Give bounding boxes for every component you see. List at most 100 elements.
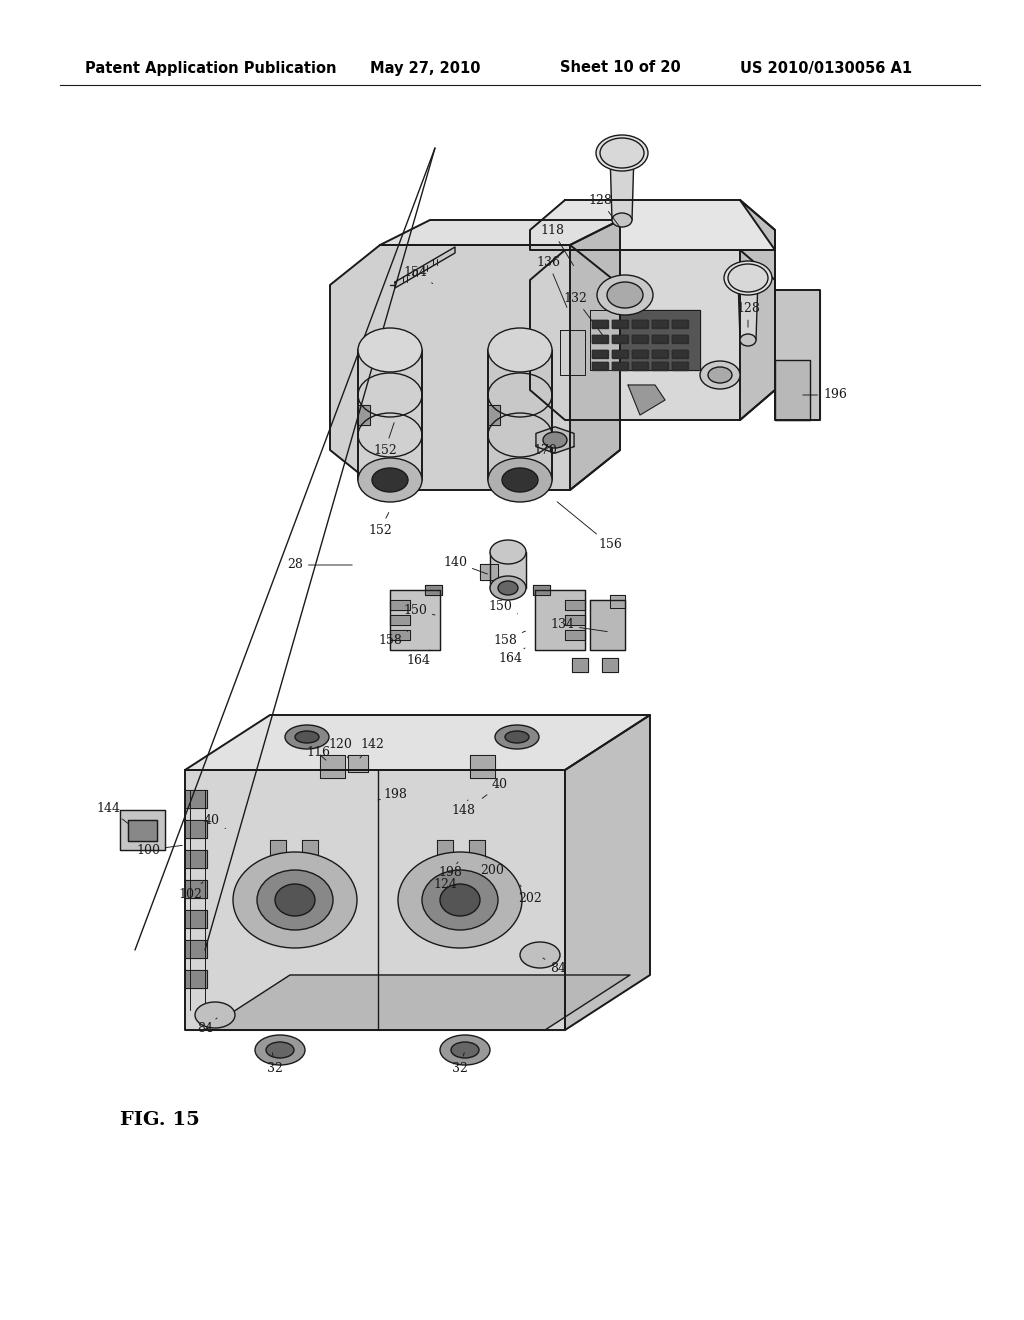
Polygon shape: [570, 220, 620, 490]
Polygon shape: [185, 940, 207, 958]
Polygon shape: [672, 335, 688, 343]
Polygon shape: [632, 362, 648, 370]
Polygon shape: [319, 755, 345, 777]
Polygon shape: [390, 630, 410, 640]
Polygon shape: [120, 810, 165, 850]
Text: 28: 28: [287, 558, 352, 572]
Text: FIG. 15: FIG. 15: [120, 1111, 200, 1129]
Polygon shape: [672, 350, 688, 358]
Text: 202: 202: [518, 884, 542, 904]
Text: 134: 134: [550, 619, 607, 631]
Text: 120: 120: [328, 738, 352, 758]
Ellipse shape: [543, 432, 567, 447]
Polygon shape: [592, 319, 608, 327]
Ellipse shape: [607, 282, 643, 308]
Ellipse shape: [488, 327, 552, 372]
Text: 100: 100: [136, 843, 182, 857]
Ellipse shape: [490, 540, 526, 564]
Polygon shape: [185, 789, 207, 808]
Polygon shape: [488, 350, 552, 480]
Polygon shape: [672, 362, 688, 370]
Text: 164: 164: [406, 649, 430, 667]
Polygon shape: [358, 405, 370, 425]
Polygon shape: [270, 840, 286, 862]
Polygon shape: [590, 601, 625, 649]
Ellipse shape: [255, 1035, 305, 1065]
Ellipse shape: [596, 135, 648, 172]
Text: 200: 200: [480, 858, 504, 876]
Polygon shape: [490, 552, 526, 587]
Polygon shape: [470, 755, 495, 777]
Polygon shape: [775, 290, 820, 420]
Polygon shape: [390, 601, 410, 610]
Text: 140: 140: [443, 556, 487, 574]
Text: May 27, 2010: May 27, 2010: [370, 61, 480, 75]
Ellipse shape: [285, 725, 329, 748]
Ellipse shape: [505, 731, 529, 743]
Polygon shape: [612, 350, 628, 358]
Text: 84: 84: [197, 1018, 217, 1035]
Text: 164: 164: [498, 648, 525, 664]
Text: 152: 152: [373, 422, 397, 457]
Polygon shape: [592, 335, 608, 343]
Text: 102: 102: [178, 882, 203, 902]
Polygon shape: [348, 755, 368, 772]
Text: 142: 142: [360, 738, 384, 758]
Ellipse shape: [520, 942, 560, 968]
Polygon shape: [185, 850, 207, 869]
Ellipse shape: [724, 261, 772, 294]
Ellipse shape: [440, 884, 480, 916]
Polygon shape: [612, 319, 628, 327]
Polygon shape: [185, 820, 207, 838]
Polygon shape: [536, 426, 574, 453]
Text: 32: 32: [452, 1052, 468, 1074]
Polygon shape: [302, 840, 318, 862]
Text: 40: 40: [204, 813, 225, 829]
Ellipse shape: [398, 851, 522, 948]
Polygon shape: [390, 615, 410, 624]
Polygon shape: [602, 657, 618, 672]
Polygon shape: [534, 585, 550, 595]
Ellipse shape: [266, 1041, 294, 1059]
Polygon shape: [652, 319, 668, 327]
Polygon shape: [652, 335, 668, 343]
Text: 170: 170: [534, 444, 557, 457]
Ellipse shape: [700, 360, 740, 389]
Polygon shape: [128, 820, 157, 841]
Ellipse shape: [502, 469, 538, 492]
Ellipse shape: [275, 884, 315, 916]
Polygon shape: [560, 330, 585, 375]
Text: 118: 118: [540, 223, 573, 265]
Polygon shape: [185, 970, 207, 987]
Polygon shape: [488, 405, 500, 425]
Polygon shape: [185, 770, 565, 1030]
Polygon shape: [395, 247, 455, 288]
Polygon shape: [425, 585, 442, 595]
Text: 144: 144: [96, 801, 128, 824]
Polygon shape: [740, 201, 775, 420]
Text: 158: 158: [378, 631, 408, 647]
Ellipse shape: [495, 725, 539, 748]
Ellipse shape: [358, 458, 422, 502]
Ellipse shape: [490, 576, 526, 601]
Polygon shape: [565, 615, 585, 624]
Ellipse shape: [597, 275, 653, 315]
Ellipse shape: [600, 139, 644, 168]
Polygon shape: [632, 319, 648, 327]
Ellipse shape: [708, 367, 732, 383]
Text: 150: 150: [403, 603, 435, 616]
Polygon shape: [628, 385, 665, 414]
Polygon shape: [565, 601, 585, 610]
Text: 40: 40: [482, 779, 508, 799]
Polygon shape: [590, 310, 700, 370]
Polygon shape: [592, 362, 608, 370]
Polygon shape: [610, 595, 625, 609]
Polygon shape: [390, 590, 440, 649]
Polygon shape: [592, 350, 608, 358]
Polygon shape: [205, 975, 630, 1030]
Ellipse shape: [233, 851, 357, 948]
Polygon shape: [530, 201, 775, 249]
Polygon shape: [330, 246, 620, 490]
Ellipse shape: [295, 731, 319, 743]
Polygon shape: [652, 350, 668, 358]
